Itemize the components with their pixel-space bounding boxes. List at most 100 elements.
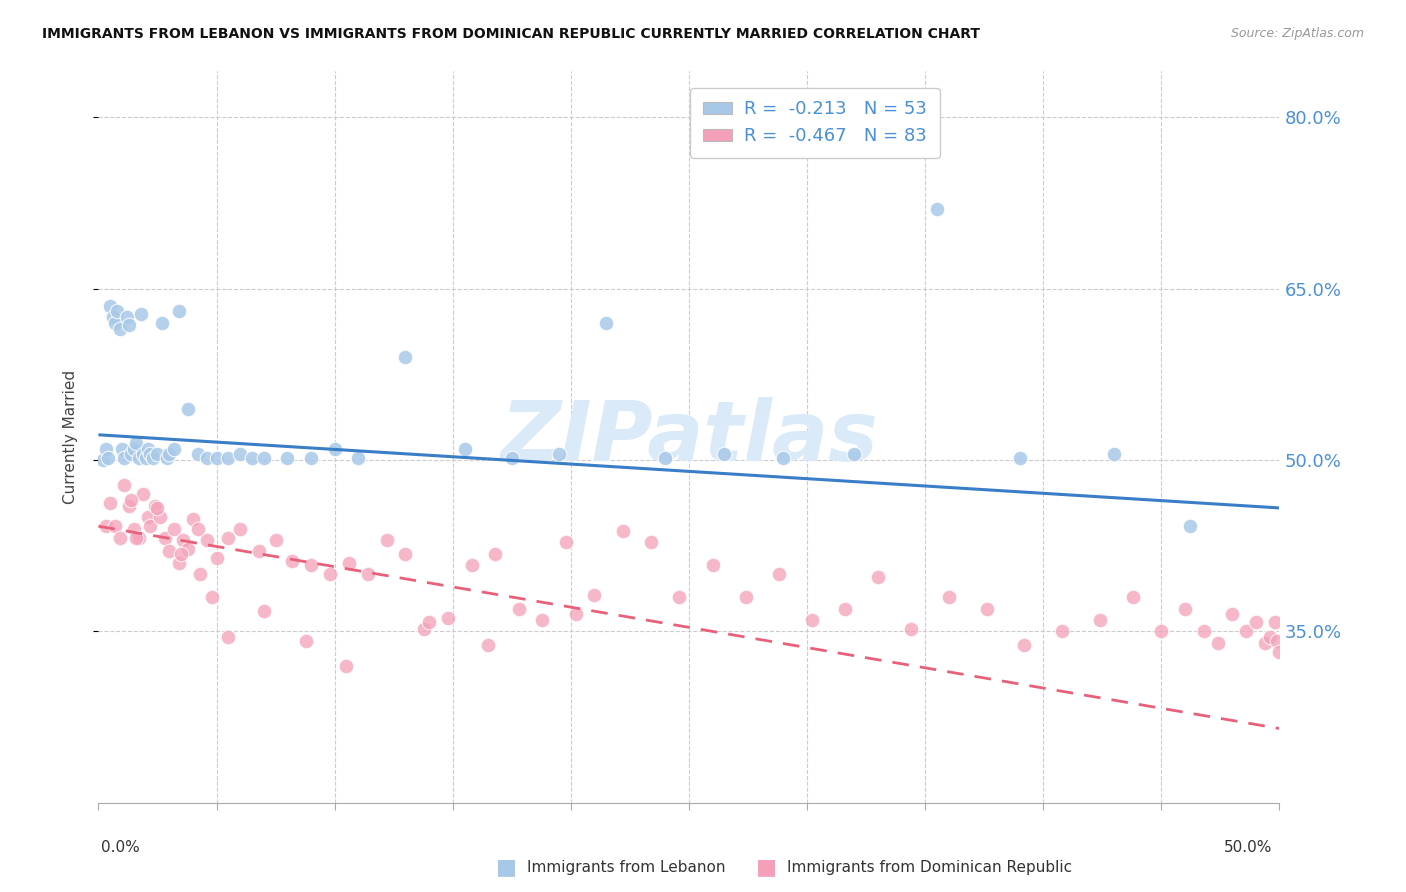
Point <box>136 510 159 524</box>
Point <box>118 318 141 332</box>
Point <box>143 499 166 513</box>
Point <box>167 556 190 570</box>
Point <box>1122 590 1144 604</box>
Point <box>612 524 634 538</box>
Text: 50.0%: 50.0% <box>1225 840 1272 855</box>
Text: ■: ■ <box>756 857 776 877</box>
Point <box>146 447 169 461</box>
Point <box>1102 447 1125 461</box>
Point <box>181 512 204 526</box>
Point <box>768 567 790 582</box>
Point <box>1264 615 1286 630</box>
Point <box>734 590 756 604</box>
Point <box>1268 645 1291 659</box>
Point <box>595 316 617 330</box>
Point <box>163 442 186 456</box>
Point <box>104 519 127 533</box>
Point <box>394 350 416 364</box>
Point <box>157 447 180 461</box>
Point <box>253 450 276 465</box>
Point <box>844 447 866 461</box>
Point <box>128 531 150 545</box>
Point <box>112 478 135 492</box>
Point <box>170 547 193 561</box>
Point <box>668 590 690 604</box>
Point <box>97 450 120 465</box>
Point <box>253 604 276 618</box>
Point <box>1265 633 1288 648</box>
Point <box>418 615 440 630</box>
Point <box>135 450 157 465</box>
Point <box>125 531 148 545</box>
Point <box>187 521 209 535</box>
Point <box>149 510 172 524</box>
Point <box>772 450 794 465</box>
Point <box>247 544 270 558</box>
Point <box>1206 636 1229 650</box>
Point <box>375 533 398 547</box>
Point <box>1220 607 1243 622</box>
Point <box>319 567 342 582</box>
Point <box>177 542 200 557</box>
Point <box>201 590 224 604</box>
Point <box>1088 613 1111 627</box>
Point <box>108 531 131 545</box>
Point <box>453 442 475 456</box>
Point <box>654 450 676 465</box>
Point <box>484 547 506 561</box>
Point <box>1008 450 1031 465</box>
Point <box>347 450 370 465</box>
Text: Immigrants from Lebanon: Immigrants from Lebanon <box>527 860 725 874</box>
Point <box>460 558 482 573</box>
Point <box>1244 615 1267 630</box>
Point <box>394 547 416 561</box>
Point <box>101 310 124 324</box>
Point <box>112 450 135 465</box>
Point <box>1174 601 1197 615</box>
Point <box>295 633 318 648</box>
Point <box>187 447 209 461</box>
Point <box>156 450 179 465</box>
Point <box>132 447 155 461</box>
Point <box>104 316 127 330</box>
Point <box>938 590 960 604</box>
Point <box>98 496 121 510</box>
Point <box>125 435 148 450</box>
Point <box>217 450 239 465</box>
Point <box>323 442 346 456</box>
Point <box>139 519 162 533</box>
Point <box>702 558 724 573</box>
Point <box>94 519 117 533</box>
Point <box>172 533 194 547</box>
Point <box>437 610 460 624</box>
Point <box>1178 519 1201 533</box>
Point <box>299 450 322 465</box>
Point <box>229 521 252 535</box>
Point <box>299 558 322 573</box>
Point <box>157 544 180 558</box>
Point <box>276 450 298 465</box>
Point <box>177 401 200 416</box>
Point <box>1150 624 1173 639</box>
Point <box>1050 624 1073 639</box>
Point <box>508 601 530 615</box>
Point <box>834 601 856 615</box>
Point <box>150 316 173 330</box>
Point <box>111 442 134 456</box>
Point <box>121 447 143 461</box>
Point <box>337 556 360 570</box>
Point <box>139 447 162 461</box>
Point <box>94 442 117 456</box>
Point <box>501 450 523 465</box>
Point <box>1192 624 1215 639</box>
Point <box>217 531 239 545</box>
Point <box>531 613 554 627</box>
Point <box>121 492 143 507</box>
Point <box>1258 630 1281 644</box>
Point <box>240 450 263 465</box>
Point <box>1234 624 1257 639</box>
Point <box>118 499 141 513</box>
Point <box>281 553 304 567</box>
Point <box>866 569 889 583</box>
Point <box>477 638 499 652</box>
